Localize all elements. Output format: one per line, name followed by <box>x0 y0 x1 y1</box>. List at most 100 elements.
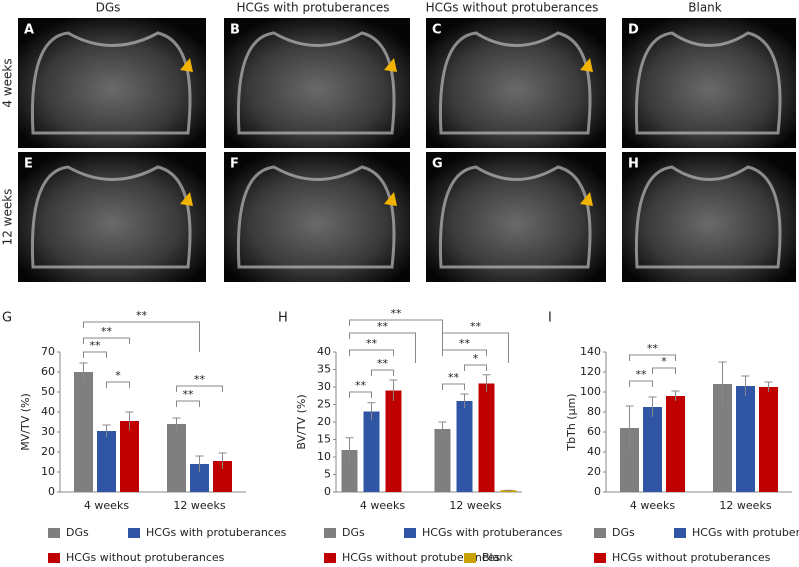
x-tick-label: 12 weeks <box>173 499 225 512</box>
legend-swatch <box>404 528 416 538</box>
y-tick-label: 20 <box>41 445 55 458</box>
significance-bracket <box>349 391 372 398</box>
bar <box>736 386 755 492</box>
legend-label: HCGs with protuberances <box>146 526 287 539</box>
significance-bracket <box>349 349 394 356</box>
significance-label: ** <box>391 307 403 320</box>
legend-swatch <box>674 528 686 538</box>
bar <box>341 450 358 492</box>
legend-label: HCGs with protuberances <box>422 526 563 539</box>
y-tick-label: 20 <box>317 415 331 428</box>
x-tick-label: 12 weeks <box>449 499 501 512</box>
y-tick-label: 10 <box>317 450 331 463</box>
legend-label: HCGs with protuberances <box>692 526 799 539</box>
significance-bracket <box>464 364 487 371</box>
bone-outline <box>236 165 396 269</box>
bar <box>456 401 473 492</box>
ct-image <box>426 18 606 148</box>
y-tick-label: 40 <box>41 405 55 418</box>
legend-swatch <box>48 528 60 538</box>
bar <box>385 390 402 492</box>
significance-label: * <box>115 369 121 382</box>
bone-outline <box>236 31 396 135</box>
significance-bracket <box>83 321 200 352</box>
bar <box>190 464 209 492</box>
y-axis-label: TbTh (μm) <box>565 393 578 451</box>
legend-label: HCGs without protuberances <box>612 551 771 564</box>
panel-letter: C <box>432 23 442 38</box>
significance-label: ** <box>355 379 367 392</box>
panel-letter: A <box>24 23 34 38</box>
row-label: 12 weeks <box>1 189 15 246</box>
panel-letter: F <box>230 157 239 172</box>
bar <box>74 372 93 492</box>
legend-swatch <box>128 528 140 538</box>
panel-letter: D <box>628 23 639 38</box>
legend-swatch <box>324 553 336 563</box>
significance-label: ** <box>636 368 648 381</box>
y-tick-label: 40 <box>587 445 601 458</box>
ct-image <box>18 152 206 282</box>
significance-label: ** <box>647 342 659 355</box>
bar <box>120 421 139 492</box>
arrowhead <box>180 192 193 206</box>
significance-label: ** <box>470 320 482 333</box>
significance-bracket <box>629 354 676 361</box>
y-tick-label: 100 <box>580 385 601 398</box>
legend-label: DGs <box>612 526 635 539</box>
ct-image <box>622 152 796 282</box>
y-tick-label: 0 <box>324 485 331 498</box>
significance-label: ** <box>101 325 113 338</box>
y-tick-label: 5 <box>324 468 331 481</box>
bone-outline <box>634 31 782 135</box>
y-tick-label: 10 <box>41 465 55 478</box>
bone-outline <box>438 31 592 135</box>
ct-image <box>622 18 796 148</box>
significance-bracket <box>83 337 130 344</box>
column-header: HCGs without protuberances <box>426 1 599 15</box>
x-tick-label: 12 weeks <box>719 499 771 512</box>
significance-bracket <box>349 332 416 363</box>
y-tick-label: 140 <box>580 345 601 358</box>
significance-bracket <box>442 349 487 356</box>
bar <box>213 461 232 492</box>
column-header: Blank <box>688 1 722 15</box>
panel-letter: H <box>628 157 639 172</box>
bar <box>620 428 639 492</box>
bar <box>434 429 451 492</box>
x-tick-label: 4 weeks <box>360 499 405 512</box>
panel-letter: E <box>24 157 33 172</box>
y-tick-label: 35 <box>317 363 331 376</box>
panel-letter: G <box>432 157 443 172</box>
significance-bracket <box>176 400 200 407</box>
bar <box>643 407 662 492</box>
ct-image <box>224 152 410 282</box>
arrowhead <box>384 192 397 206</box>
arrowhead <box>580 58 593 72</box>
y-tick-label: 70 <box>41 345 55 358</box>
ct-image <box>224 18 410 148</box>
bar <box>500 490 517 492</box>
y-tick-label: 60 <box>41 365 55 378</box>
significance-label: ** <box>377 320 389 333</box>
significance-label: * <box>661 355 667 368</box>
significance-bracket <box>652 367 676 374</box>
significance-label: ** <box>366 337 378 350</box>
y-tick-label: 25 <box>317 398 331 411</box>
y-tick-label: 80 <box>587 405 601 418</box>
row-label: 4 weeks <box>1 58 15 107</box>
panel-letter: H <box>278 311 288 326</box>
significance-bracket <box>106 381 130 388</box>
ct-image <box>18 18 206 148</box>
arrowhead <box>180 58 193 72</box>
bone-outline <box>438 165 592 269</box>
bar <box>478 383 495 492</box>
bar <box>666 396 685 492</box>
legend-swatch <box>324 528 336 538</box>
y-tick-label: 20 <box>587 465 601 478</box>
significance-bracket <box>629 380 653 387</box>
legend-label: DGs <box>66 526 89 539</box>
legend-swatch <box>464 553 476 563</box>
significance-bracket <box>83 351 107 358</box>
